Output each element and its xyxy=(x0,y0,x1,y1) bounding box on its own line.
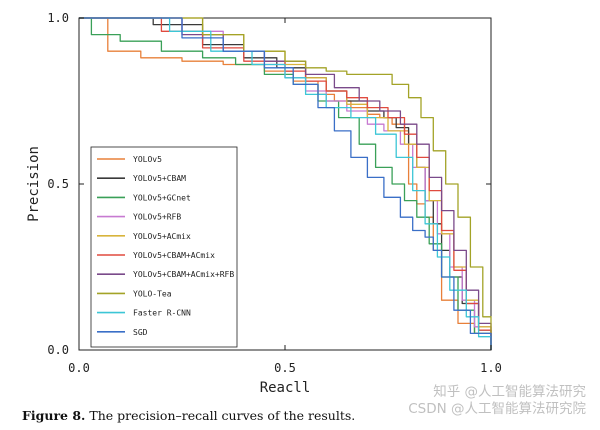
legend-label: YOLOv5 xyxy=(133,155,162,164)
legend-label: YOLOv5+RFB xyxy=(133,213,181,222)
watermark-line-2: CSDN @人工智能算法研究院 xyxy=(408,401,586,417)
caption-text: The precision–recall curves of the resul… xyxy=(89,408,356,423)
curve-sgd xyxy=(79,17,492,350)
watermark-line-1: 知乎 @人工智能算法研究 xyxy=(433,384,586,400)
legend-label: YOLOv5+CBAM+ACmix+RFB xyxy=(133,270,234,279)
y-tick-label: 0.0 xyxy=(47,343,69,357)
caption-label: Figure 8. xyxy=(22,408,86,423)
figure-caption: Figure 8. The precision–recall curves of… xyxy=(22,408,355,423)
legend-box xyxy=(90,146,238,348)
legend-label: YOLOv5+CBAM+ACmix xyxy=(133,251,215,260)
axes-group: 0.0 0.5 1.0 0.0 0.5 1.0 Reacll Precision xyxy=(26,11,502,396)
x-tick-label: 0.5 xyxy=(274,361,296,375)
legend-label: SGD xyxy=(133,328,148,337)
legend-label: Faster R-CNN xyxy=(133,309,191,318)
y-axis-title: Precision xyxy=(26,146,42,222)
watermark: 知乎 @人工智能算法研究 CSDN @人工智能算法研究院 xyxy=(408,384,586,418)
y-tick-label: 1.0 xyxy=(47,11,69,25)
legend-label: YOLOv5+ACmix xyxy=(133,232,191,241)
legend-label: YOLOv5+CBAM xyxy=(133,174,186,183)
legend-label: YOLO-Tea xyxy=(133,289,172,298)
x-tick-label: 0.0 xyxy=(68,361,90,375)
curve-yolov5-cbam-acmix xyxy=(79,17,492,350)
legend-label: YOLOv5+GCnet xyxy=(133,193,191,202)
x-tick-label: 1.0 xyxy=(480,361,502,375)
curves-group xyxy=(79,17,492,350)
legend: YOLOv5 YOLOv5+CBAM YOLOv5+GCnet YOLOv5+RFB Y… xyxy=(90,146,238,348)
x-axis-title: Reacll xyxy=(260,380,311,396)
y-tick-label: 0.5 xyxy=(47,177,69,191)
